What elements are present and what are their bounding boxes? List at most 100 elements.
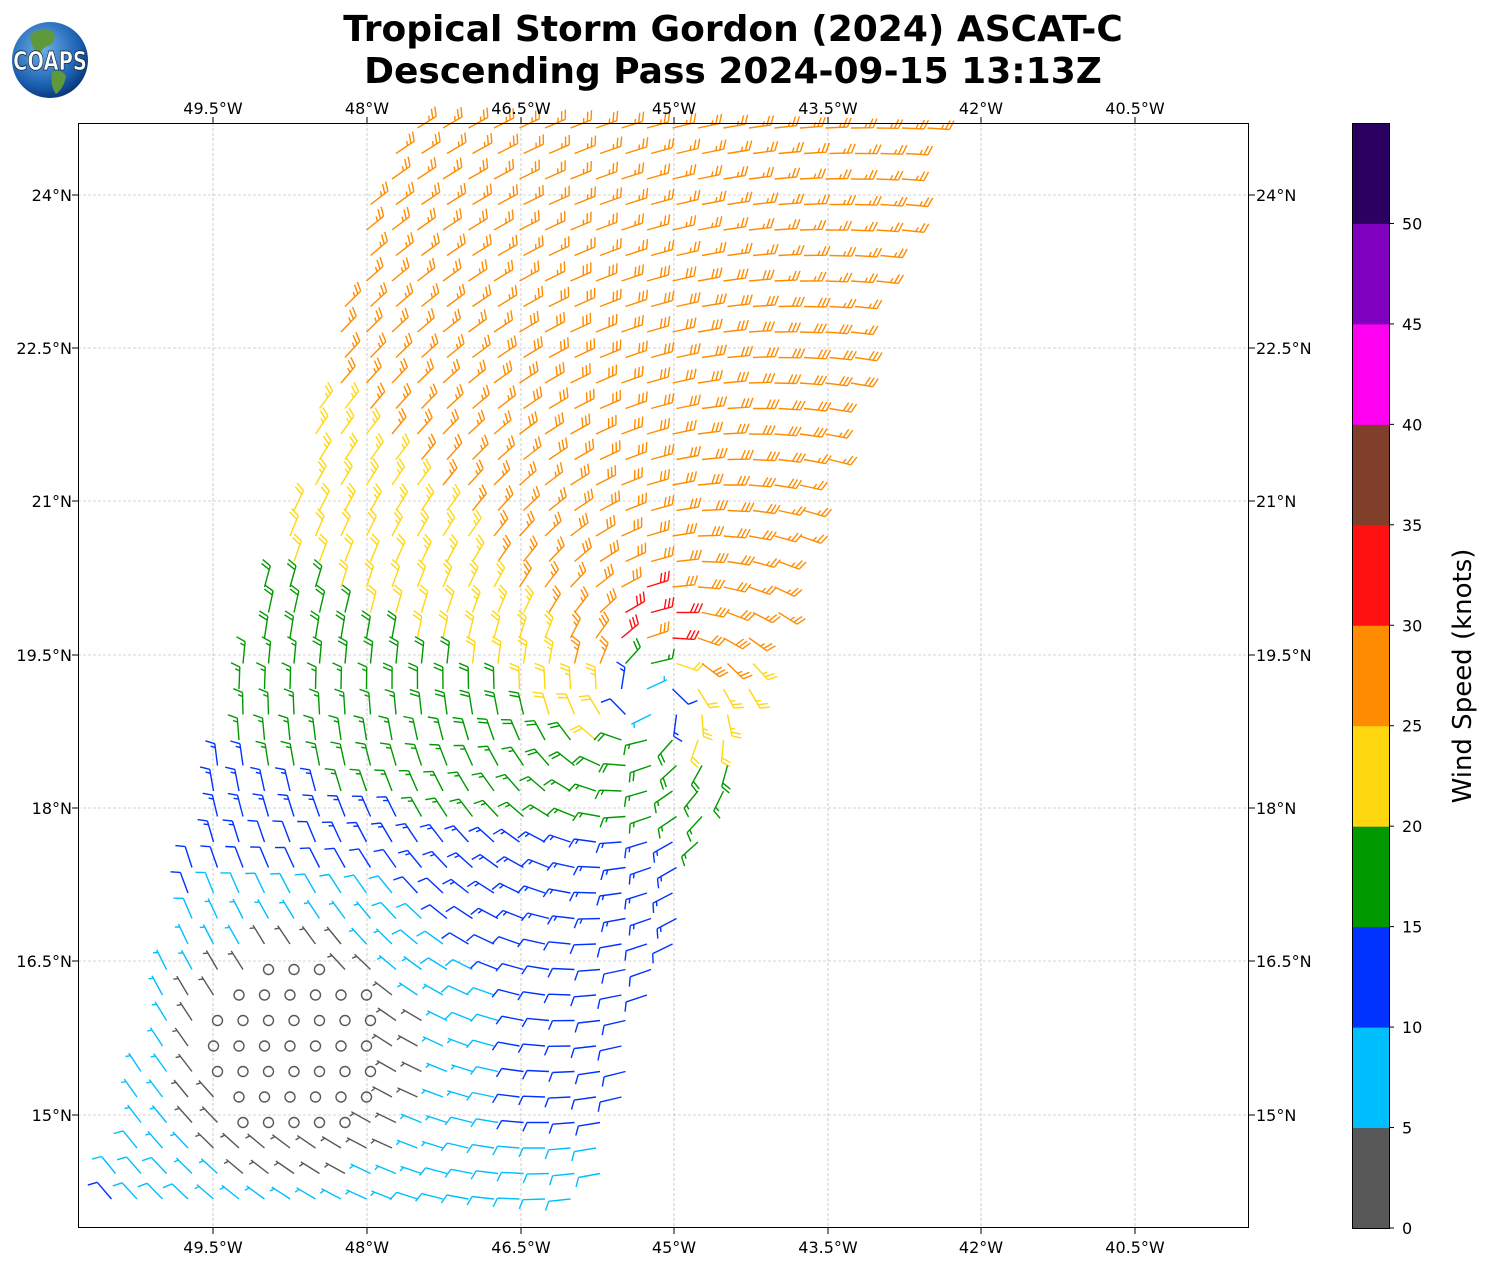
wind-barb	[173, 897, 193, 919]
wind-barb	[399, 1165, 422, 1175]
barb-shaft	[418, 1167, 448, 1176]
barb-shaft	[854, 299, 883, 310]
wind-barb	[723, 423, 750, 435]
barb-shaft	[372, 980, 393, 996]
barb-shaft	[652, 841, 673, 863]
wind-barb	[121, 1078, 138, 1098]
wind-barb	[449, 798, 474, 817]
barb-shaft	[523, 386, 543, 410]
wind-barb	[343, 874, 368, 894]
barb-shaft	[570, 463, 590, 486]
wind-barb	[141, 1156, 168, 1174]
barb-shaft	[657, 739, 674, 766]
wind-barb	[574, 287, 596, 308]
barb-shaft	[121, 1078, 138, 1098]
wind-barb	[468, 107, 489, 129]
barb-shaft	[876, 274, 905, 285]
barb-shaft	[723, 637, 751, 650]
barb-shaft	[392, 584, 403, 613]
barb-shaft	[697, 216, 723, 231]
wind-barb	[446, 132, 467, 155]
wind-barb	[548, 236, 570, 257]
barb-shaft	[672, 575, 699, 588]
barb-shaft	[624, 637, 641, 664]
wind-barb	[624, 994, 648, 1012]
barb-shaft	[252, 793, 270, 817]
barb-shaft	[597, 1045, 622, 1061]
barb-shaft	[569, 610, 582, 639]
barb-shaft	[676, 661, 705, 672]
wind-barb	[284, 1040, 296, 1052]
wind-barb	[829, 298, 857, 309]
wind-barb	[468, 359, 487, 384]
wind-barb	[803, 245, 831, 257]
barb-shaft	[446, 233, 466, 257]
wind-barb	[376, 954, 397, 971]
barb-shaft	[289, 508, 299, 537]
wind-barb	[429, 743, 448, 766]
barb-shaft	[248, 1159, 269, 1175]
wind-barb	[727, 242, 753, 257]
wind-barb	[382, 662, 393, 690]
barb-shaft	[501, 746, 525, 766]
barb-shaft	[345, 1189, 367, 1200]
barb-shaft	[825, 117, 852, 129]
barb-shaft	[522, 535, 538, 562]
calm-circle	[364, 1014, 377, 1027]
barb-shaft	[442, 458, 458, 486]
wind-barb	[676, 394, 701, 410]
wind-barb	[297, 820, 317, 843]
barb-shaft	[374, 1112, 397, 1124]
barb-shaft	[519, 260, 540, 282]
barb-shaft	[621, 315, 644, 333]
wind-barb	[172, 1027, 189, 1047]
wind-barb	[450, 1064, 473, 1073]
barb-shaft	[625, 391, 648, 410]
wind-barb	[421, 283, 440, 308]
wind-barb	[365, 508, 377, 537]
wind-barb	[522, 535, 538, 562]
barb-shaft	[223, 1158, 244, 1175]
barb-shaft	[727, 502, 755, 513]
barb-shaft	[517, 1043, 546, 1054]
barb-shaft	[446, 1090, 469, 1098]
barb-shaft	[258, 688, 270, 715]
wind-barb	[420, 533, 432, 562]
wind-barb	[420, 904, 448, 920]
barb-shaft	[369, 332, 387, 358]
barb-shaft	[344, 482, 356, 511]
colorbar-bin	[1352, 1027, 1389, 1129]
wind-barb	[624, 841, 648, 859]
wind-barb	[548, 286, 570, 308]
wind-barb	[446, 183, 467, 206]
wind-barb	[472, 133, 493, 155]
wind-barb	[672, 522, 698, 537]
barb-shaft	[453, 744, 474, 766]
wind-barb	[327, 794, 346, 817]
wind-barb	[312, 636, 323, 664]
barb-shaft	[324, 768, 342, 792]
barb-shaft	[570, 512, 589, 537]
calm-circle	[313, 1116, 326, 1129]
barb-shaft	[340, 407, 355, 435]
wind-barb	[599, 539, 620, 563]
wind-barb	[701, 447, 728, 461]
barb-shaft	[595, 263, 618, 282]
barb-shaft	[497, 584, 508, 613]
wind-barb	[676, 343, 701, 359]
barb-shaft	[522, 584, 534, 613]
wind-barb	[279, 899, 295, 919]
barb-shaft	[701, 139, 727, 155]
wind-barb	[628, 866, 652, 885]
barb-shaft	[701, 396, 728, 410]
barb-shaft	[491, 988, 520, 998]
barb-shaft	[493, 209, 514, 231]
barb-shaft	[359, 688, 372, 715]
wind-barb	[262, 1116, 275, 1129]
wind-barb	[467, 459, 484, 486]
wind-barb	[278, 714, 291, 741]
wind-barb	[446, 283, 466, 308]
wind-barb	[774, 586, 803, 597]
wind-barb	[854, 299, 883, 310]
barb-shaft	[752, 141, 779, 155]
